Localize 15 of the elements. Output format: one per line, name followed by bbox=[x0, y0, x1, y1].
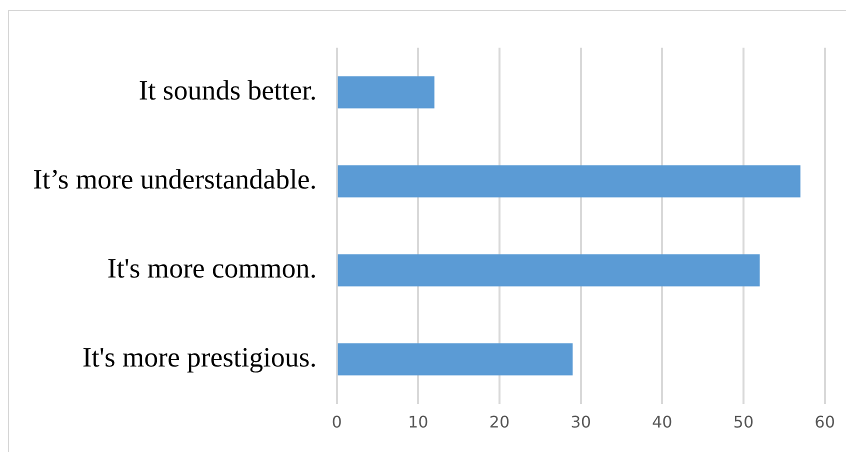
x-tick-label: 50 bbox=[733, 412, 754, 432]
y-tick-label: It sounds better. bbox=[138, 76, 317, 107]
bar bbox=[338, 76, 434, 108]
y-tick-label: It's more prestigious. bbox=[82, 342, 317, 374]
y-tick-label: It’s more understandable. bbox=[32, 164, 317, 196]
x-tick-label: 60 bbox=[814, 412, 835, 432]
y-tick-label: It's more common. bbox=[107, 254, 317, 285]
x-tick-label: 30 bbox=[570, 412, 591, 432]
x-tick-label: 20 bbox=[489, 412, 510, 432]
x-tick-label: 10 bbox=[408, 412, 428, 432]
bar bbox=[338, 165, 800, 198]
x-tick-label: 0 bbox=[332, 412, 342, 432]
bar bbox=[338, 254, 760, 286]
bar bbox=[338, 343, 573, 376]
x-tick-label: 40 bbox=[652, 412, 672, 432]
